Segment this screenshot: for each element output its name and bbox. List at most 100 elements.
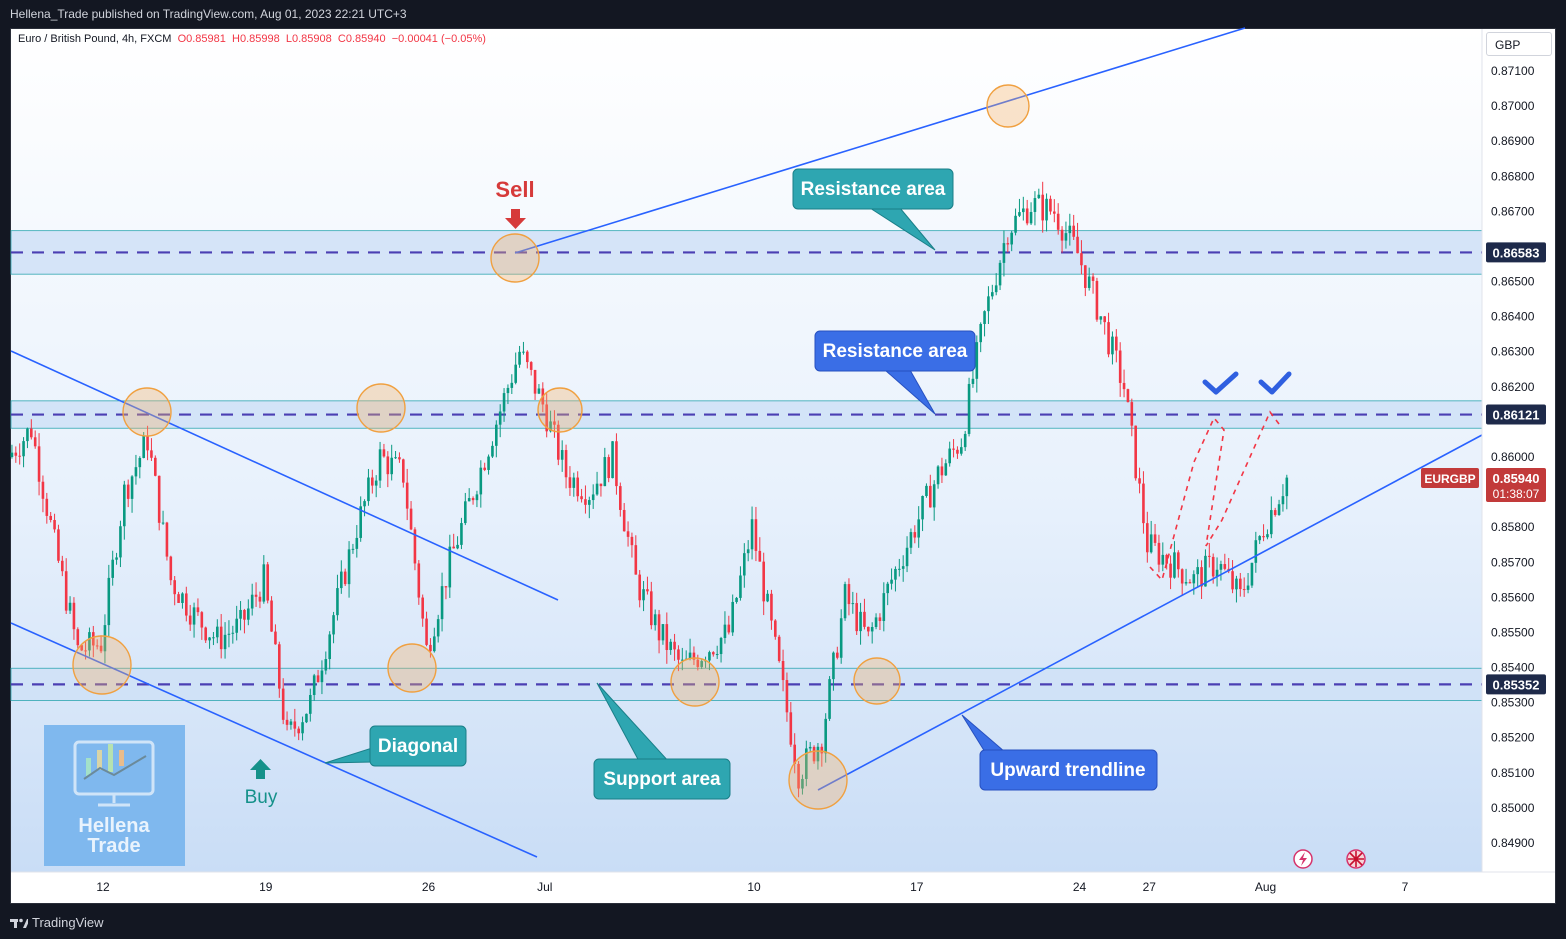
candle-body	[572, 477, 576, 488]
candle-body	[901, 566, 905, 569]
candle-body	[491, 445, 494, 457]
candle-body	[154, 457, 157, 476]
candle-body	[1208, 555, 1211, 557]
candle-body	[723, 624, 727, 638]
candle-body	[37, 446, 41, 482]
callout-box	[593, 758, 731, 800]
tradingview-logo[interactable]: TradingView	[10, 915, 104, 930]
x-tick-label: 10	[747, 880, 761, 894]
candle-body	[134, 467, 138, 477]
y-tick-label: 0.85700	[1491, 555, 1535, 569]
legend-close: C0.85940	[337, 33, 386, 45]
y-tick-label: 0.85300	[1491, 696, 1535, 710]
candle-body	[789, 712, 793, 745]
candle-body	[320, 670, 324, 683]
candle-body	[103, 625, 107, 652]
candle-body	[312, 675, 316, 696]
candle-body	[874, 617, 878, 628]
candle-body	[1211, 556, 1215, 577]
x-tick-label: 26	[422, 880, 436, 894]
candle-body	[816, 746, 820, 762]
candle-body	[1045, 198, 1048, 221]
callout-box	[979, 749, 1158, 791]
check-icon	[1258, 371, 1292, 395]
candle-body	[1173, 552, 1176, 578]
candle-body	[622, 509, 626, 532]
upper-channel-line	[514, 27, 1246, 254]
candle-body	[88, 632, 91, 651]
y-tick-label: 0.85600	[1491, 590, 1535, 604]
candle-body	[126, 484, 130, 499]
candle-body	[692, 652, 696, 660]
candle-body	[979, 323, 982, 343]
y-tick-label: 0.86900	[1491, 134, 1535, 148]
candle-body	[576, 477, 579, 497]
candle-body	[603, 457, 607, 487]
candle-body	[192, 607, 196, 625]
logo-line2: Trade	[87, 835, 140, 857]
current-price-badge	[1486, 468, 1546, 503]
candle-body	[258, 596, 262, 602]
candle-body	[588, 500, 591, 505]
candle-body	[92, 632, 95, 646]
candle-body	[157, 475, 161, 523]
candle-body	[797, 763, 800, 789]
y-tick-label: 0.86700	[1491, 204, 1535, 218]
symbol-badge	[1421, 468, 1479, 489]
y-tick-label: 0.85400	[1491, 661, 1535, 675]
candle-body	[464, 501, 467, 524]
candle-body	[386, 456, 390, 475]
logo-line1: Hellena	[78, 815, 150, 837]
candle-body	[1064, 233, 1068, 241]
candle-body	[987, 296, 990, 312]
candle-body	[956, 449, 959, 454]
candle-body	[95, 645, 99, 647]
candle-body	[285, 719, 289, 725]
candle-body	[739, 575, 742, 598]
candle-body	[905, 547, 909, 567]
candle-body	[599, 483, 603, 487]
candle-body	[754, 519, 758, 551]
candle-body	[107, 577, 111, 626]
candle-body	[998, 262, 1002, 286]
lightning-glyph	[1299, 852, 1307, 866]
candle-body	[1188, 582, 1192, 584]
candle-body	[777, 636, 781, 661]
candle-body	[1076, 236, 1079, 254]
callout-upward-trendline: Upward trendline	[990, 760, 1145, 781]
candle-body	[626, 531, 630, 537]
candle-body	[1080, 253, 1083, 266]
candle-body	[421, 597, 424, 619]
candle-body	[1037, 194, 1041, 199]
candle-body	[351, 548, 355, 550]
candle-body	[487, 456, 490, 470]
candle-body	[529, 362, 533, 370]
candle-body	[944, 463, 948, 476]
candle-body	[1149, 534, 1153, 553]
candle-body	[452, 546, 455, 549]
candle-body	[1254, 540, 1258, 563]
candle-body	[522, 351, 525, 353]
candle-body	[611, 441, 614, 479]
candle-body	[766, 593, 769, 602]
candle-body	[630, 536, 634, 546]
candle-body	[444, 586, 448, 588]
candle-body	[677, 649, 680, 660]
candle-body	[665, 624, 669, 651]
candle-body	[584, 499, 587, 505]
candle-body	[413, 529, 417, 564]
candle-body	[405, 482, 409, 509]
candle-body	[657, 614, 661, 641]
candle-body	[1014, 215, 1017, 233]
level-price-text: 0.86583	[1493, 245, 1540, 260]
candle-body	[33, 437, 37, 447]
x-tick-label: Aug	[1255, 880, 1276, 894]
candle-body	[1142, 483, 1145, 524]
candle-body	[382, 449, 386, 457]
currency-selector[interactable]: GBP	[1486, 32, 1552, 56]
candle-body	[1239, 578, 1242, 590]
candle-body	[894, 568, 897, 580]
candle-body	[433, 636, 436, 652]
candle-body	[781, 660, 785, 681]
